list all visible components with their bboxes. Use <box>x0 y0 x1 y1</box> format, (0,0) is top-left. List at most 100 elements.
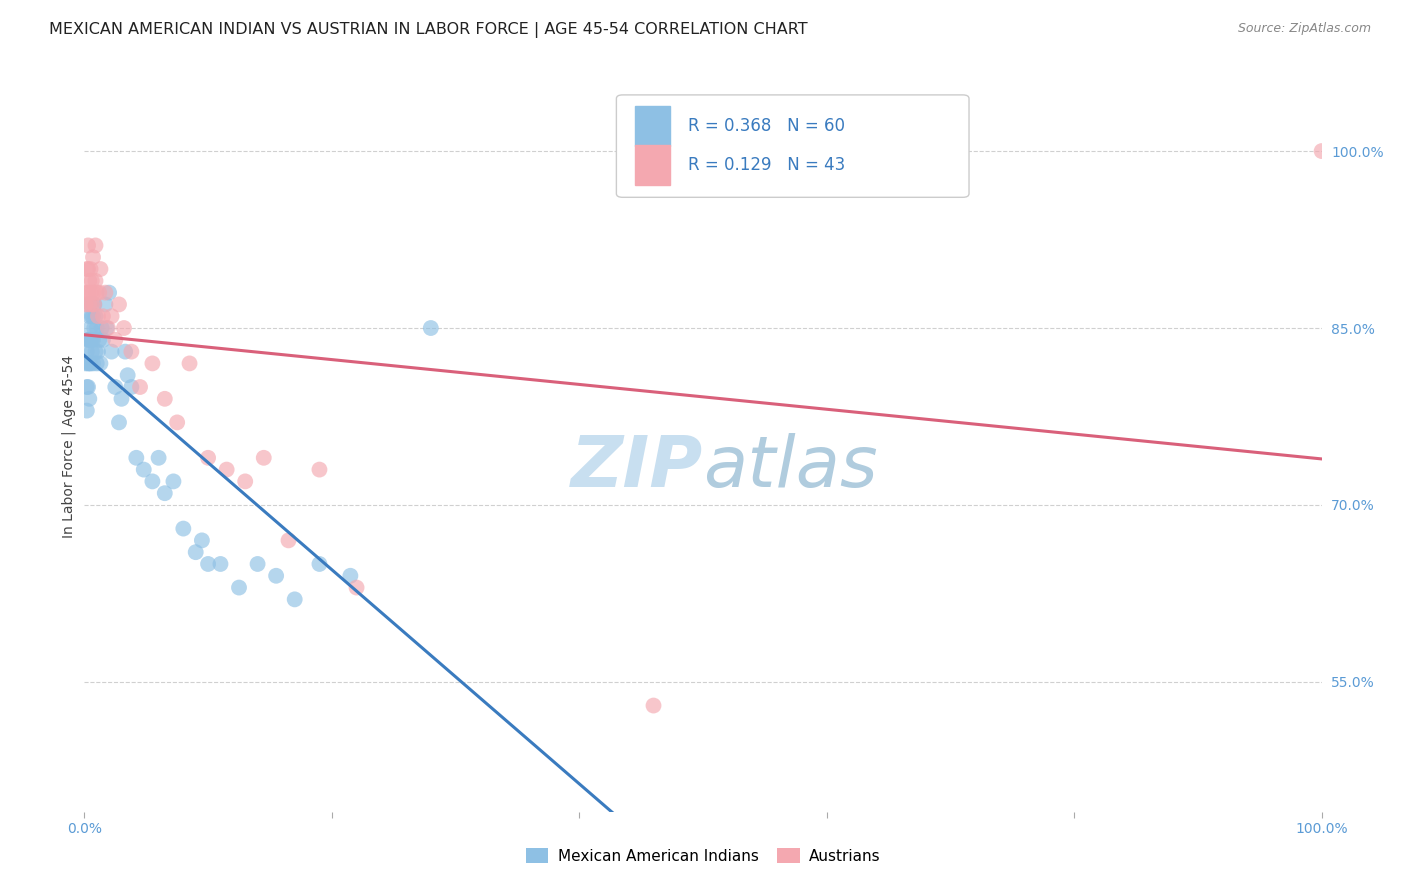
Point <box>79 392 101 406</box>
Point <box>91 310 114 324</box>
Point <box>132 462 155 476</box>
Point <box>77 380 100 394</box>
Point <box>84 310 107 324</box>
Point <box>166 416 188 430</box>
Point <box>197 557 219 571</box>
Point <box>82 310 104 324</box>
Point <box>77 333 100 347</box>
Point <box>141 356 163 370</box>
Point <box>79 356 101 370</box>
Point <box>89 262 111 277</box>
Point <box>89 356 111 370</box>
Point <box>86 321 108 335</box>
Text: Source: ZipAtlas.com: Source: ZipAtlas.com <box>1237 22 1371 36</box>
Point <box>100 344 122 359</box>
Point <box>184 545 207 559</box>
Point <box>76 403 98 417</box>
Point <box>172 522 194 536</box>
Point <box>97 321 120 335</box>
Text: R = 0.129   N = 43: R = 0.129 N = 43 <box>688 156 845 174</box>
Point <box>82 356 104 370</box>
Point <box>79 297 101 311</box>
Point <box>277 533 299 548</box>
Point <box>79 285 101 300</box>
Point <box>98 285 121 300</box>
Point <box>209 557 232 571</box>
Point <box>80 297 103 311</box>
Point <box>80 333 103 347</box>
Point <box>83 321 105 335</box>
Point <box>77 356 100 370</box>
Point <box>264 568 287 582</box>
Point <box>80 310 103 324</box>
Point <box>79 333 101 347</box>
Point <box>83 297 105 311</box>
Text: atlas: atlas <box>703 434 877 502</box>
Point <box>76 262 98 277</box>
Point <box>91 333 114 347</box>
Point <box>153 486 176 500</box>
Point <box>108 297 131 311</box>
Point <box>153 392 176 406</box>
Point <box>162 475 184 489</box>
Point <box>117 368 139 383</box>
Point <box>80 344 103 359</box>
FancyBboxPatch shape <box>636 145 669 185</box>
Point <box>82 250 104 264</box>
FancyBboxPatch shape <box>616 95 969 197</box>
Point <box>96 321 118 335</box>
Point <box>86 285 108 300</box>
Point <box>79 356 101 370</box>
Point <box>1310 144 1333 158</box>
Legend: Mexican American Indians, Austrians: Mexican American Indians, Austrians <box>519 842 887 870</box>
Point <box>82 333 104 347</box>
Point <box>120 380 142 394</box>
Point <box>308 462 330 476</box>
Point <box>419 321 441 335</box>
Point <box>233 475 256 489</box>
Point <box>228 581 250 595</box>
Point <box>253 450 276 465</box>
Point <box>125 450 148 465</box>
Point <box>110 392 132 406</box>
Point <box>120 344 142 359</box>
Point <box>94 285 117 300</box>
Point <box>79 262 101 277</box>
Point <box>643 698 665 713</box>
Point <box>114 344 136 359</box>
Point <box>86 356 108 370</box>
Point <box>84 238 107 252</box>
Point <box>197 450 219 465</box>
Point <box>141 475 163 489</box>
Text: ZIP: ZIP <box>571 434 703 502</box>
Point <box>79 297 101 311</box>
Text: MEXICAN AMERICAN INDIAN VS AUSTRIAN IN LABOR FORCE | AGE 45-54 CORRELATION CHART: MEXICAN AMERICAN INDIAN VS AUSTRIAN IN L… <box>49 22 808 38</box>
Point <box>76 344 98 359</box>
Point <box>87 310 110 324</box>
Y-axis label: In Labor Force | Age 45-54: In Labor Force | Age 45-54 <box>62 354 76 538</box>
Point <box>76 380 98 394</box>
Point <box>346 581 368 595</box>
Point <box>100 310 122 324</box>
Point <box>84 274 107 288</box>
Point <box>104 380 127 394</box>
Point <box>83 297 105 311</box>
Point <box>75 356 97 370</box>
Point <box>84 344 107 359</box>
Point <box>80 274 103 288</box>
Point <box>77 238 100 252</box>
Point <box>94 297 117 311</box>
Point <box>79 310 101 324</box>
Point <box>246 557 269 571</box>
Point <box>108 416 131 430</box>
Point <box>77 262 100 277</box>
Point <box>308 557 330 571</box>
Point <box>87 344 110 359</box>
Point <box>77 285 100 300</box>
Point <box>76 285 98 300</box>
Point <box>89 333 111 347</box>
Point <box>179 356 201 370</box>
Point <box>90 321 112 335</box>
Point <box>284 592 307 607</box>
Point <box>191 533 214 548</box>
